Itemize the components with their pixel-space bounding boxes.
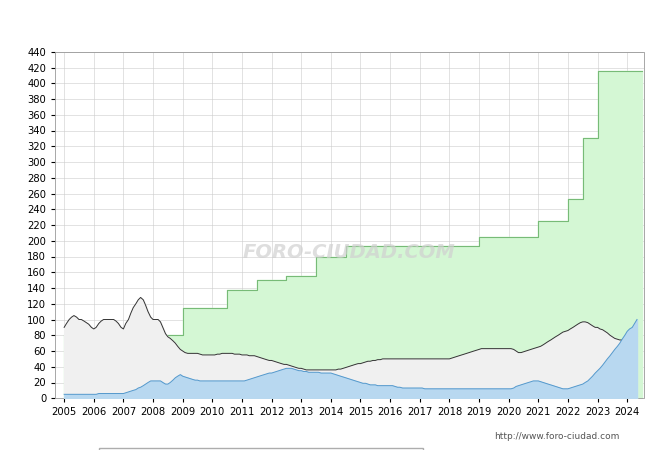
Text: http://www.foro-ciudad.com: http://www.foro-ciudad.com	[494, 432, 619, 441]
Text: Sojuela - Evolucion de la poblacion en edad de Trabajar Mayo de 2024: Sojuela - Evolucion de la poblacion en e…	[62, 17, 588, 30]
Legend: Ocupados, Parados, Hab. entre 16-64: Ocupados, Parados, Hab. entre 16-64	[99, 448, 423, 450]
Text: FORO-CIUDAD.COM: FORO-CIUDAD.COM	[243, 243, 456, 262]
